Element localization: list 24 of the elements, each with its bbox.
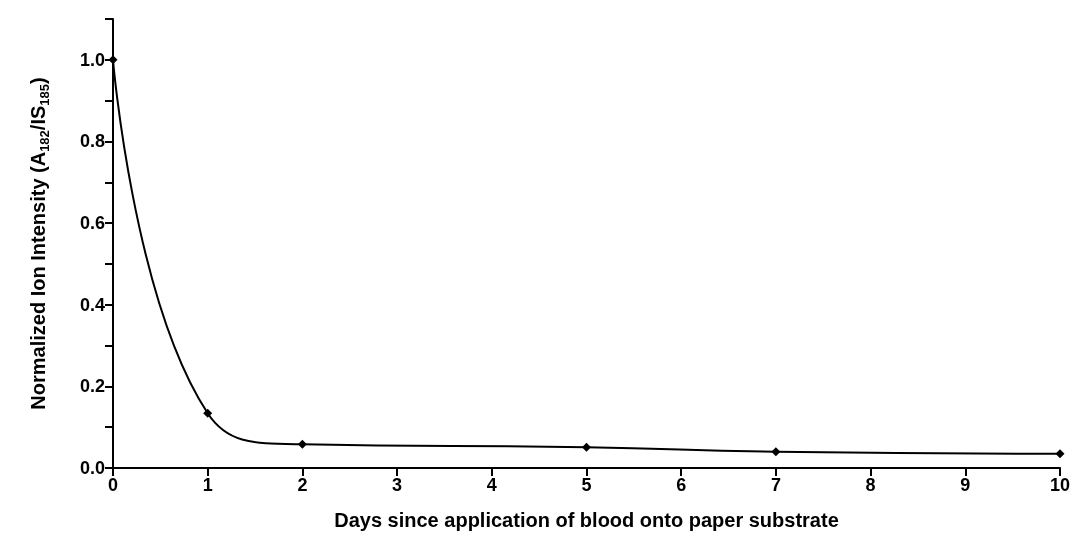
x-tick-label: 6: [676, 475, 687, 495]
point: [771, 447, 781, 457]
y-tick-label: 1.0: [79, 49, 105, 70]
y-tick-label: 0.6: [79, 213, 105, 234]
x-tick-label: 4: [486, 475, 497, 495]
point: [297, 439, 307, 449]
x-tick-label: 10: [1049, 475, 1071, 495]
x-tick-label: 1: [202, 475, 213, 495]
y-tick-label: 0.4: [79, 294, 105, 315]
x-tick-label: 0: [107, 475, 119, 495]
y-tick-label: 0.2: [79, 376, 105, 397]
x-axis-title: Days since application of blood onto paper substrate: [334, 509, 839, 531]
text: 0.0: [79, 458, 105, 478]
x-tick-label: 3: [392, 475, 403, 495]
y-tick-label: 0.8: [79, 131, 105, 152]
point: [1055, 449, 1065, 459]
x-tick-label: 9: [960, 475, 971, 495]
x-tick-label: 7: [770, 475, 781, 495]
point: [108, 55, 118, 65]
point: [582, 442, 591, 452]
x-tick-label: 5: [581, 475, 592, 495]
point: [203, 408, 213, 418]
x-tick-label: 8: [865, 475, 876, 495]
x-tick-label: 2: [297, 475, 308, 495]
